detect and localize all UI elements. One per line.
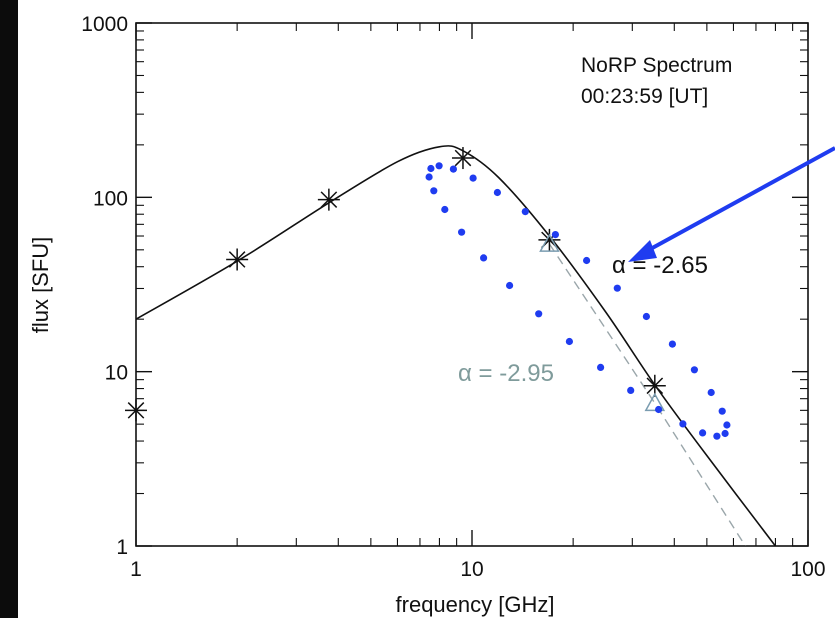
highlight-dot [699,429,707,437]
x-tick-label: 10 [460,558,483,581]
highlight-dot [721,429,729,438]
x-tick-label: 1 [130,558,142,581]
spectrum-title-line: NoRP Spectrum [581,54,732,77]
highlight-dot [613,284,621,292]
highlight-dot [449,165,457,173]
x-axis-label: frequency [GHz] [396,592,555,617]
highlight-dot [690,366,699,374]
alpha-label-observed: α = -2.65 [612,252,708,279]
highlight-dot [642,312,651,321]
triangle-data-point [644,392,666,412]
solid-fit-curve [136,145,777,546]
y-tick-label: 1 [116,536,128,559]
asterisk-data-point [125,399,147,422]
highlight-dot [427,164,435,173]
highlight-dot [655,405,663,414]
highlight-dot [480,254,488,262]
highlight-dot [506,281,514,290]
x-axis-ticks: 1 10 100 [130,23,826,581]
spectrum-time-line: 00:23:59 [UT] [581,85,708,108]
highlight-dot [713,432,721,440]
highlight-dot [430,187,438,195]
highlight-dot [723,421,731,429]
asterisk-data-point [226,248,249,271]
y-tick-label: 100 [93,187,128,210]
y-axis-label: flux [SFU] [28,237,53,334]
highlight-arrow [628,146,835,262]
alpha-label-corrected: α = -2.95 [458,360,554,387]
data-points [125,147,666,422]
asterisk-data-point [317,188,340,211]
highlight-dot [707,388,715,397]
highlight-dot [718,407,726,415]
highlight-dot [551,231,560,239]
highlight-dot [668,340,677,348]
highlight-dot [597,363,605,371]
triangle-data-point [539,233,560,252]
highlight-dot [627,386,635,394]
highlight-dot [583,256,591,265]
highlight-dot [435,162,443,170]
highlight-dot [441,205,449,214]
highlight-dot [458,228,466,236]
y-axis-ticks: 1 10 100 1000 [81,13,808,559]
y-tick-label: 1000 [81,13,128,36]
x-tick-label: 100 [790,558,825,581]
highlight-dot [679,420,687,428]
highlight-dotted-ellipse [425,162,731,440]
highlight-dot [565,337,574,346]
asterisk-data-point [451,147,474,170]
dashed-fit-line [548,243,747,546]
y-tick-label: 10 [105,362,128,385]
highlight-dot [425,173,433,181]
highlight-dot [521,208,529,216]
fit-curves [136,145,777,546]
highlight-dot [469,174,477,182]
highlight-dot [493,188,501,197]
highlight-dot [535,310,543,318]
